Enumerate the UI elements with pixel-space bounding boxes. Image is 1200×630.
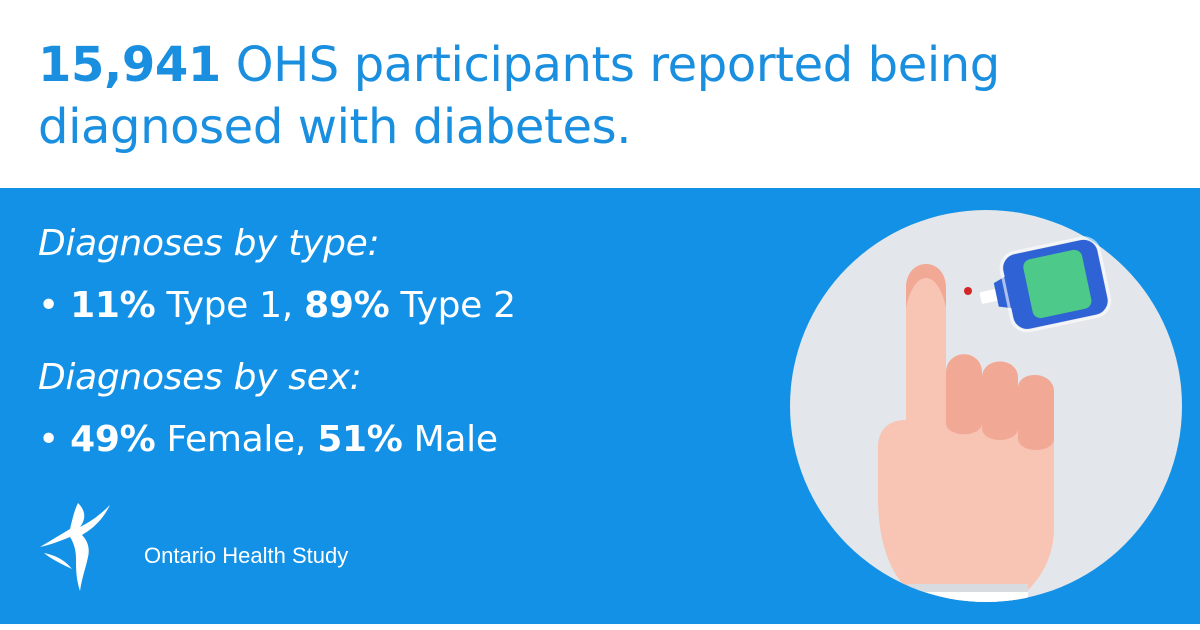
illustration	[778, 198, 1194, 614]
headline-line1: OHS participants reported being	[235, 37, 1001, 93]
bullet-dot: •	[38, 285, 59, 326]
male-value: 51%	[317, 419, 403, 460]
type1-label: Type 1,	[166, 285, 294, 326]
finger-glucose-meter-icon	[790, 210, 1182, 602]
type-bullet: • 11% Type 1, 89% Type 2	[38, 284, 516, 328]
type2-label: Type 2	[400, 285, 517, 326]
female-value: 49%	[70, 419, 156, 460]
ohs-logo-mark-icon	[40, 503, 110, 591]
sex-section-title: Diagnoses by sex:	[38, 357, 362, 398]
logo-text: Ontario Health Study	[144, 543, 349, 568]
headline: 15,941 OHS participants reported being d…	[38, 34, 1038, 158]
header-area: 15,941 OHS participants reported being d…	[0, 0, 1200, 188]
bottom-strip	[0, 624, 1200, 630]
bullet-dot: •	[38, 419, 59, 460]
male-label: Male	[413, 419, 498, 460]
headline-line2: diagnosed with diabetes.	[38, 99, 632, 155]
female-label: Female,	[166, 419, 307, 460]
participant-count: 15,941	[38, 37, 221, 93]
type2-value: 89%	[304, 285, 390, 326]
type-section-title: Diagnoses by type:	[38, 223, 380, 264]
type1-value: 11%	[70, 285, 156, 326]
ohs-logo: Ontario Health Study	[36, 497, 376, 597]
sex-bullet: • 49% Female, 51% Male	[38, 418, 498, 462]
